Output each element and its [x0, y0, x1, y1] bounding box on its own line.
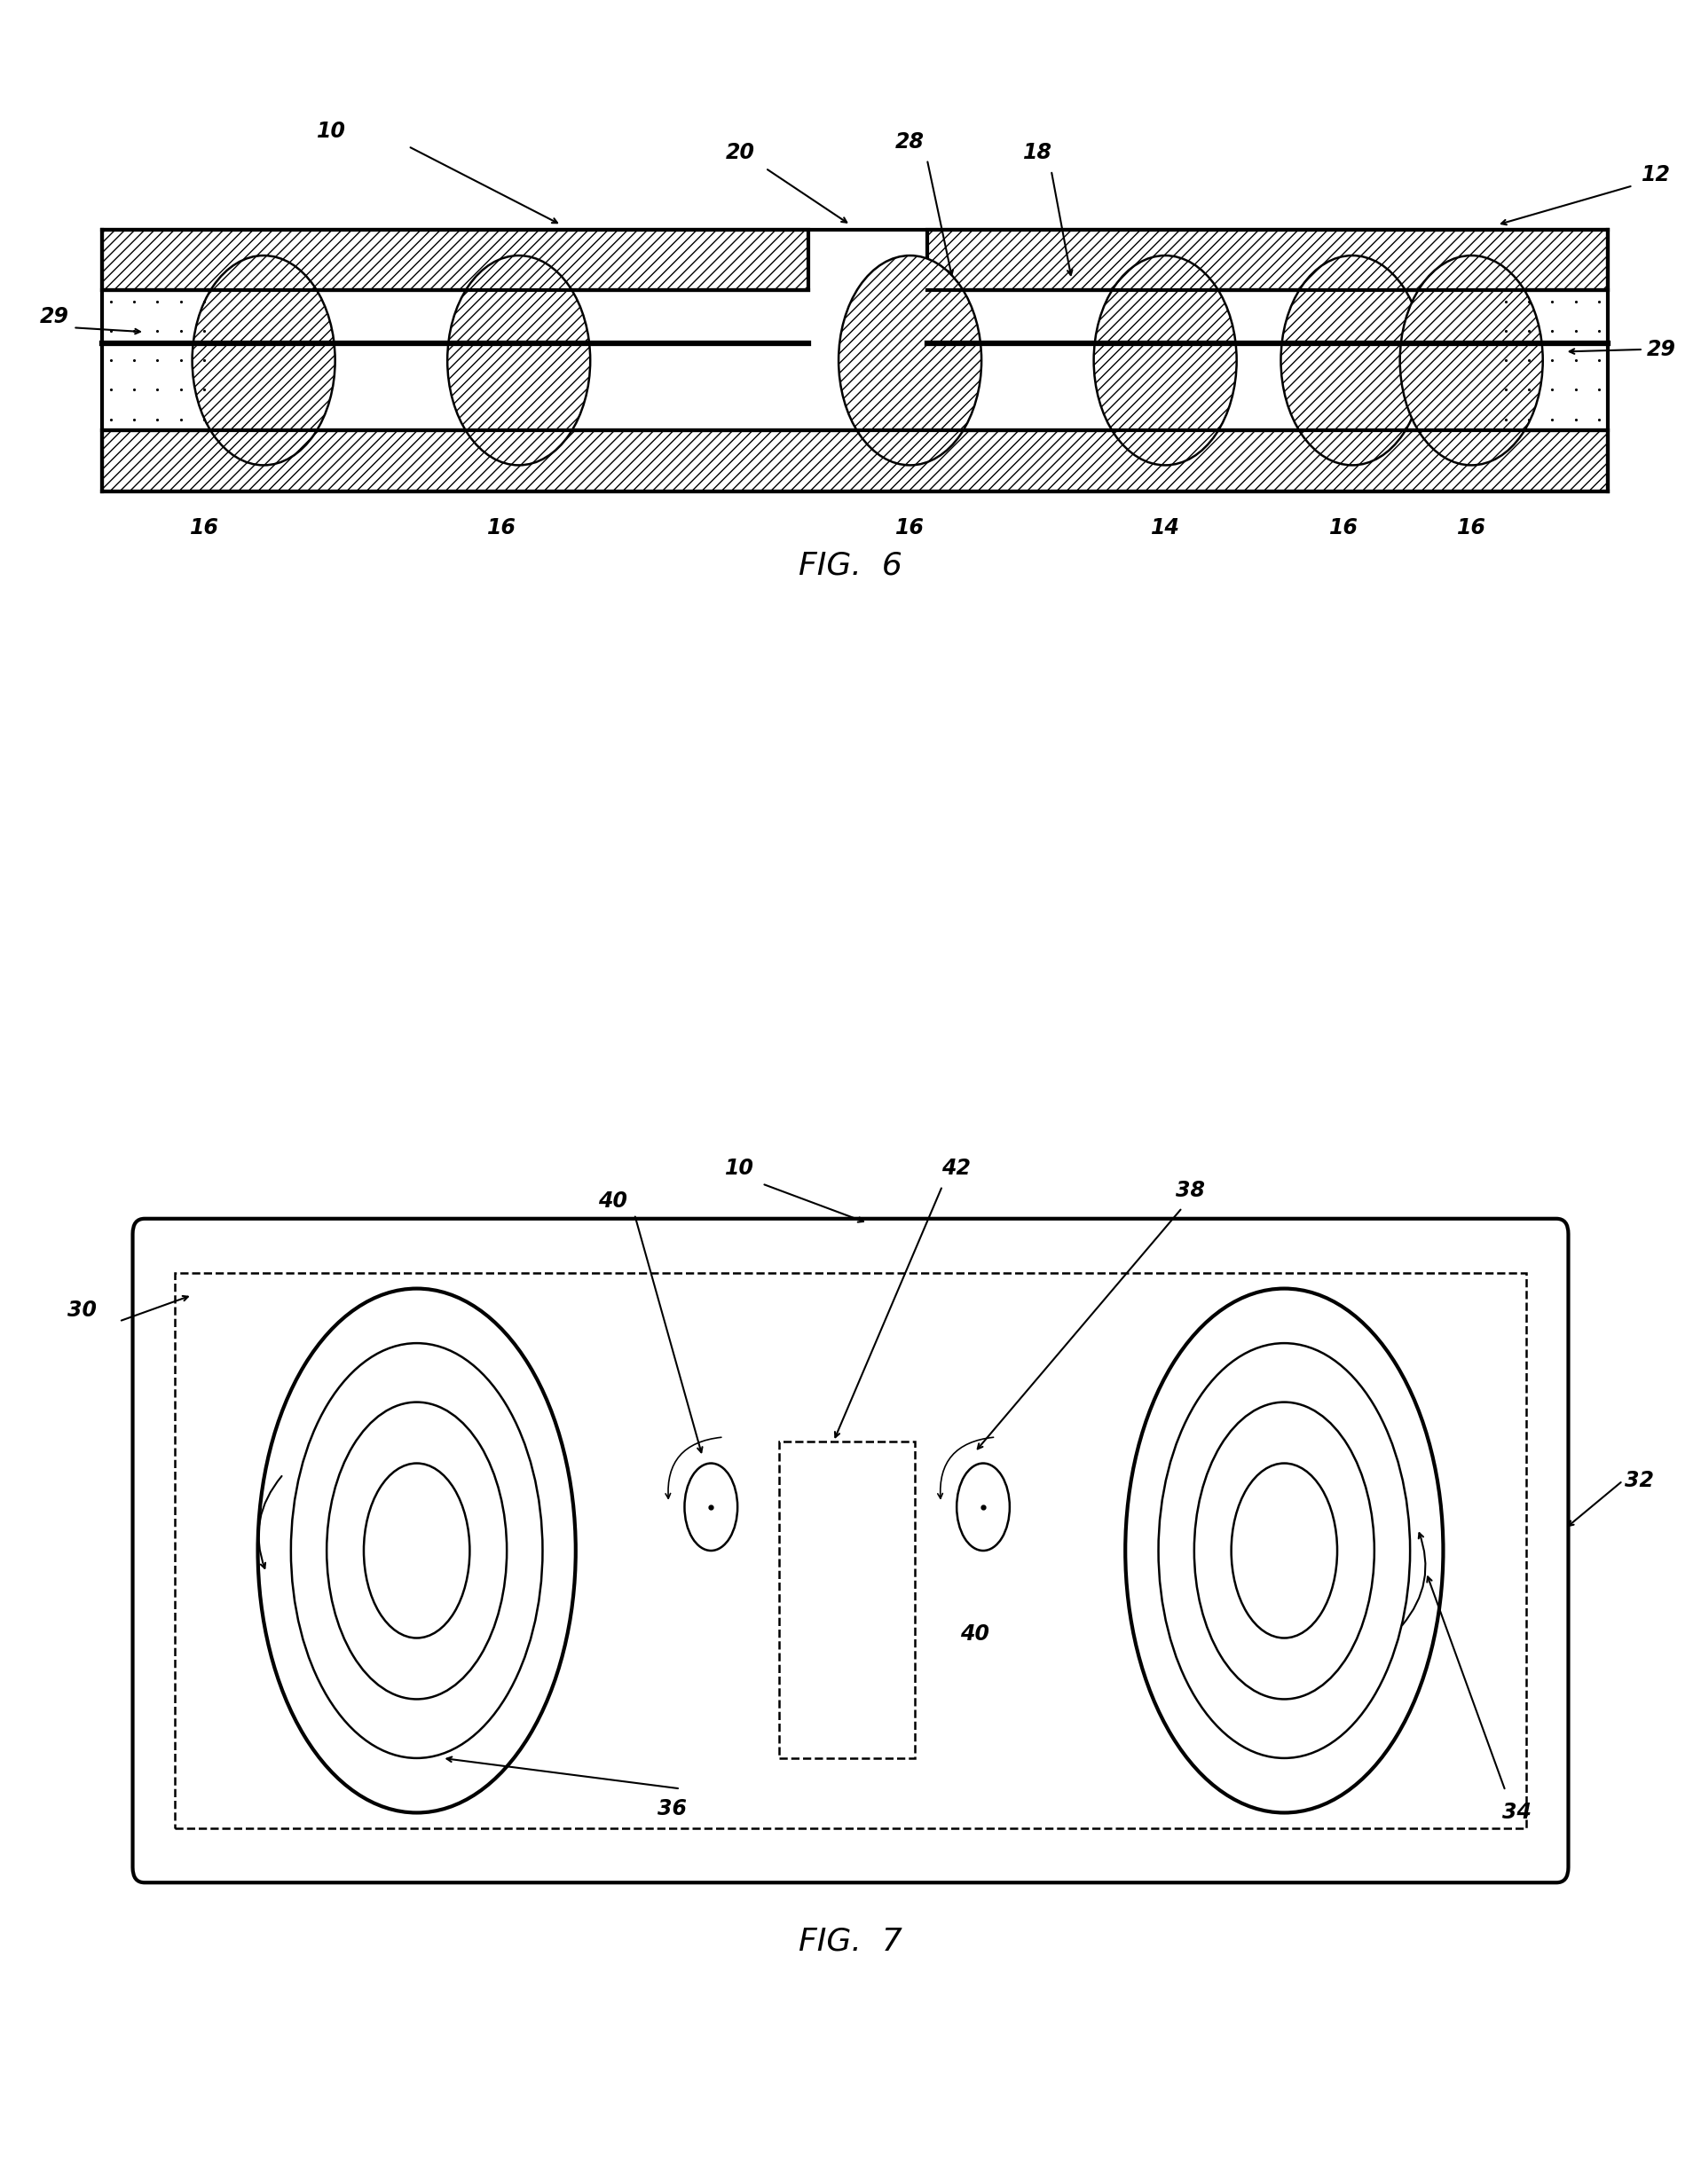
Text: 32: 32 — [1624, 1470, 1653, 1492]
Bar — [175, 1273, 1526, 1828]
Text: FIG.  6: FIG. 6 — [799, 550, 902, 581]
Text: 16: 16 — [1328, 518, 1359, 539]
Text: 34: 34 — [1502, 1802, 1533, 1824]
Bar — [779, 1441, 915, 1758]
Text: 29: 29 — [1647, 339, 1675, 360]
Ellipse shape — [364, 1463, 469, 1638]
Ellipse shape — [259, 1289, 575, 1813]
Ellipse shape — [1126, 1289, 1442, 1813]
Ellipse shape — [192, 256, 335, 465]
Text: 42: 42 — [941, 1158, 971, 1179]
Text: 38: 38 — [1175, 1179, 1206, 1201]
Ellipse shape — [1281, 256, 1424, 465]
Text: 16: 16 — [486, 518, 517, 539]
Text: 10: 10 — [316, 120, 347, 142]
Text: 18: 18 — [1022, 142, 1053, 164]
Ellipse shape — [956, 1463, 1010, 1551]
Ellipse shape — [684, 1463, 738, 1551]
Text: FIG.  7: FIG. 7 — [799, 1926, 902, 1957]
FancyBboxPatch shape — [133, 1219, 1568, 1883]
Ellipse shape — [447, 256, 590, 465]
Ellipse shape — [1400, 256, 1543, 465]
Text: 20: 20 — [725, 142, 755, 164]
Text: 16: 16 — [189, 518, 219, 539]
Bar — [102, 229, 808, 290]
Ellipse shape — [839, 256, 981, 465]
Text: 40: 40 — [597, 1190, 628, 1212]
Ellipse shape — [1158, 1343, 1410, 1758]
Text: 10: 10 — [725, 1158, 755, 1179]
Text: 40: 40 — [959, 1623, 990, 1645]
Ellipse shape — [1194, 1402, 1374, 1699]
Text: 14: 14 — [1150, 518, 1180, 539]
Bar — [927, 229, 1607, 290]
Ellipse shape — [291, 1343, 543, 1758]
Ellipse shape — [327, 1402, 507, 1699]
Text: 16: 16 — [895, 518, 925, 539]
Bar — [102, 430, 1607, 491]
Text: 12: 12 — [1641, 164, 1670, 186]
Text: 30: 30 — [66, 1299, 97, 1321]
Text: 29: 29 — [39, 306, 70, 328]
Ellipse shape — [1094, 256, 1237, 465]
Ellipse shape — [1232, 1463, 1337, 1638]
Text: 16: 16 — [1456, 518, 1487, 539]
Text: 28: 28 — [895, 131, 925, 153]
Text: 36: 36 — [657, 1797, 687, 1819]
